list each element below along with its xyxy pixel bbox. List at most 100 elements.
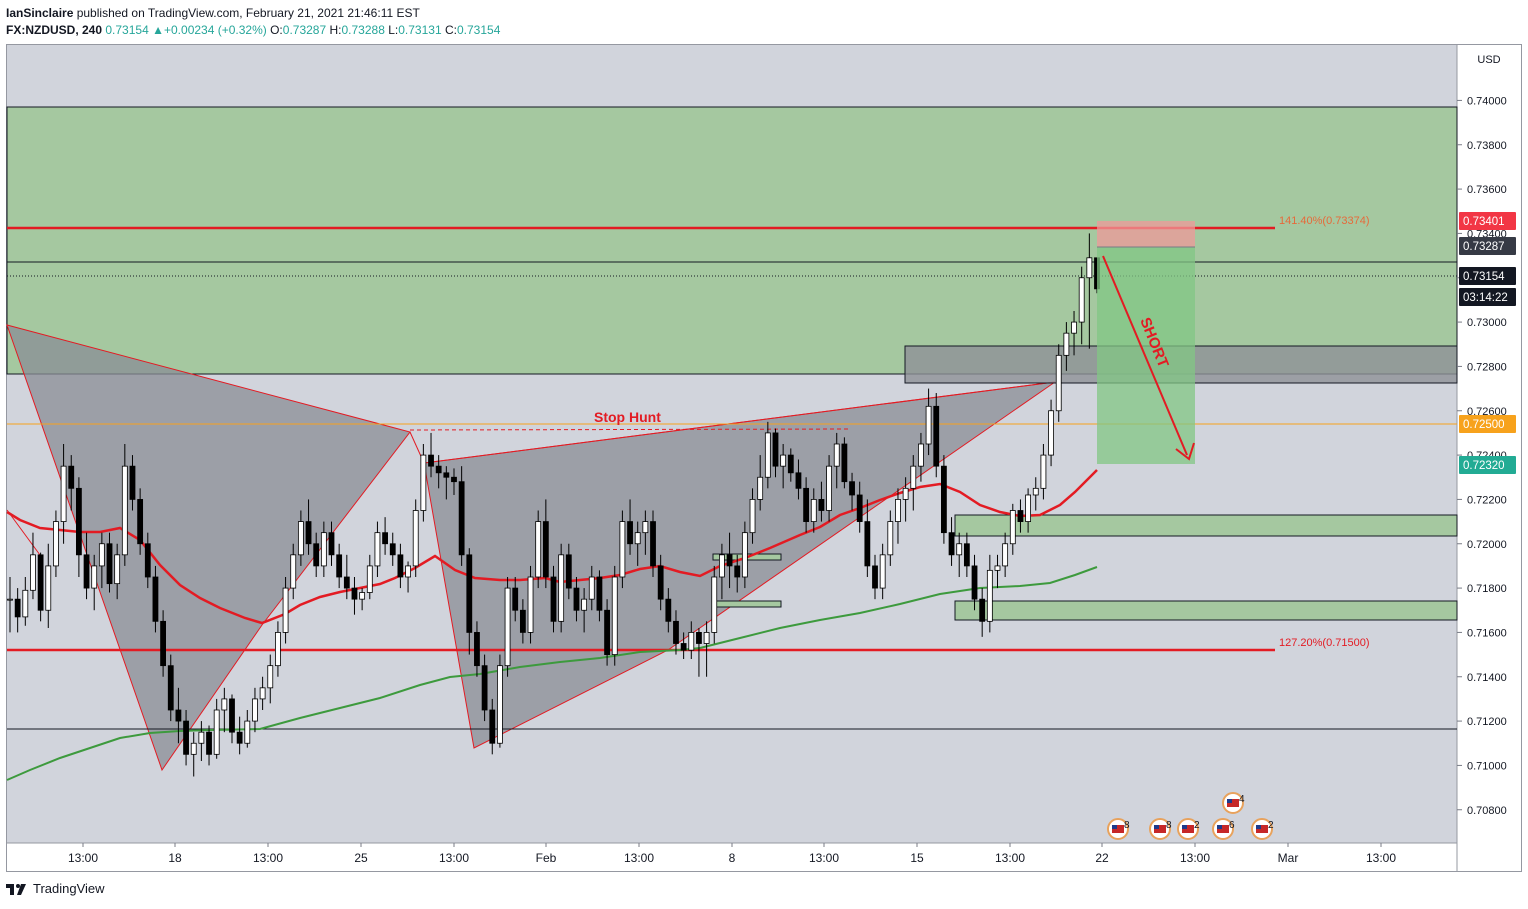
flag-canton bbox=[1182, 825, 1187, 829]
price-badge-bg bbox=[1459, 415, 1516, 433]
candle bbox=[129, 455, 136, 511]
candle-body bbox=[297, 521, 304, 556]
candle bbox=[7, 577, 13, 633]
candle bbox=[137, 488, 144, 555]
candle-body bbox=[144, 543, 151, 578]
stop-hunt-dashed bbox=[409, 428, 851, 431]
candle-body bbox=[236, 731, 243, 744]
candle bbox=[458, 466, 465, 566]
candle bbox=[910, 455, 917, 511]
candle bbox=[336, 543, 343, 589]
candle-body bbox=[290, 554, 297, 589]
price-badge-label: 03:14:22 bbox=[1463, 292, 1508, 304]
publisher-name[interactable]: IanSinclaire bbox=[6, 6, 74, 20]
candle bbox=[14, 588, 21, 633]
time-axis[interactable]: 13:00 18 13:00 25 13:00 Feb 13:00 8 13:00 15 13:00… bbox=[68, 843, 1396, 865]
candle-body bbox=[221, 698, 228, 711]
short-arrow bbox=[1102, 255, 1188, 456]
candle bbox=[190, 732, 197, 777]
candle bbox=[810, 488, 817, 533]
candle bbox=[75, 477, 82, 577]
open-value: 0.73287 bbox=[282, 23, 327, 37]
candle-body bbox=[351, 587, 358, 600]
candle bbox=[650, 510, 656, 577]
candle-body bbox=[435, 465, 442, 474]
candle-body bbox=[787, 454, 794, 474]
candle-body bbox=[343, 576, 350, 589]
candle bbox=[1086, 233, 1093, 349]
tradingview-brand[interactable]: TradingView bbox=[6, 881, 105, 896]
candle-body bbox=[519, 609, 526, 633]
candle-body bbox=[902, 487, 909, 500]
us-flag-event-icon[interactable]: 8 bbox=[1107, 818, 1130, 840]
flag-canton bbox=[1112, 825, 1117, 829]
candle-body bbox=[160, 620, 166, 667]
candle-body bbox=[259, 687, 266, 700]
candle-body bbox=[1063, 332, 1070, 356]
candle-body bbox=[167, 665, 174, 711]
candle bbox=[504, 577, 511, 677]
candle-body bbox=[1017, 510, 1024, 522]
candle bbox=[734, 554, 741, 593]
candle bbox=[519, 599, 526, 644]
candle-body bbox=[328, 532, 335, 556]
candle-body bbox=[305, 521, 312, 545]
candle-body bbox=[68, 465, 75, 489]
candle bbox=[627, 499, 633, 555]
price-badge-label: 0.73154 bbox=[1463, 271, 1505, 283]
candle-body bbox=[443, 472, 450, 478]
economic-events[interactable]: 8 8 2 6 2 4 bbox=[1107, 792, 1274, 840]
candle-body bbox=[14, 598, 21, 618]
y-tick-label: 0.73000 bbox=[1467, 317, 1507, 329]
symbol-label[interactable]: FX:NZDUSD, 240 bbox=[6, 23, 103, 37]
candle-body bbox=[382, 532, 388, 545]
low-value: 0.73131 bbox=[398, 23, 442, 37]
candle bbox=[175, 687, 182, 744]
candle bbox=[359, 588, 366, 611]
price-badge-label: 0.73401 bbox=[1463, 216, 1505, 228]
candle bbox=[542, 499, 549, 589]
us-flag-event-icon[interactable]: 2 bbox=[1177, 818, 1200, 840]
candle bbox=[474, 621, 480, 677]
candle bbox=[183, 710, 189, 766]
candle bbox=[596, 570, 603, 622]
candle bbox=[489, 698, 496, 755]
candle bbox=[611, 565, 618, 666]
candle-body bbox=[7, 598, 13, 601]
us-flag-event-icon[interactable]: 2 bbox=[1251, 818, 1274, 840]
tradingview-logo-icon bbox=[6, 883, 26, 895]
candle bbox=[221, 687, 228, 733]
candle-body bbox=[129, 465, 136, 500]
candle bbox=[849, 472, 855, 511]
candle bbox=[795, 459, 802, 500]
price-badge-bg bbox=[1459, 288, 1516, 306]
candle bbox=[282, 577, 289, 644]
candle bbox=[481, 654, 488, 722]
candle-body bbox=[994, 565, 1001, 571]
candle-body bbox=[680, 643, 687, 651]
candle-body bbox=[198, 731, 205, 744]
x-tick-label: 13:00 bbox=[68, 851, 98, 865]
candle-body bbox=[696, 632, 702, 644]
candle bbox=[343, 554, 350, 600]
candle bbox=[397, 543, 404, 589]
up-arrow-icon: ▲ bbox=[152, 23, 164, 37]
candle bbox=[366, 554, 373, 600]
us-flag-event-icon[interactable]: 6 bbox=[1212, 818, 1235, 840]
candle-body bbox=[749, 499, 756, 534]
candle bbox=[1055, 344, 1062, 422]
us-flag-event-icon[interactable]: 4 bbox=[1222, 792, 1245, 814]
candle-body bbox=[22, 589, 29, 618]
candle-body bbox=[780, 454, 787, 467]
y-tick-label: 0.73800 bbox=[1467, 140, 1507, 152]
us-flag-event-icon[interactable]: 8 bbox=[1149, 818, 1172, 840]
price-badge-bg bbox=[1459, 237, 1516, 255]
x-tick-label: Feb bbox=[536, 851, 557, 865]
candle-body bbox=[30, 554, 36, 591]
candle-body bbox=[75, 487, 82, 556]
y-tick-label: 0.71000 bbox=[1467, 760, 1507, 772]
low-label: L: bbox=[388, 23, 399, 37]
candle bbox=[741, 521, 748, 589]
x-tick-label: 25 bbox=[354, 851, 368, 865]
